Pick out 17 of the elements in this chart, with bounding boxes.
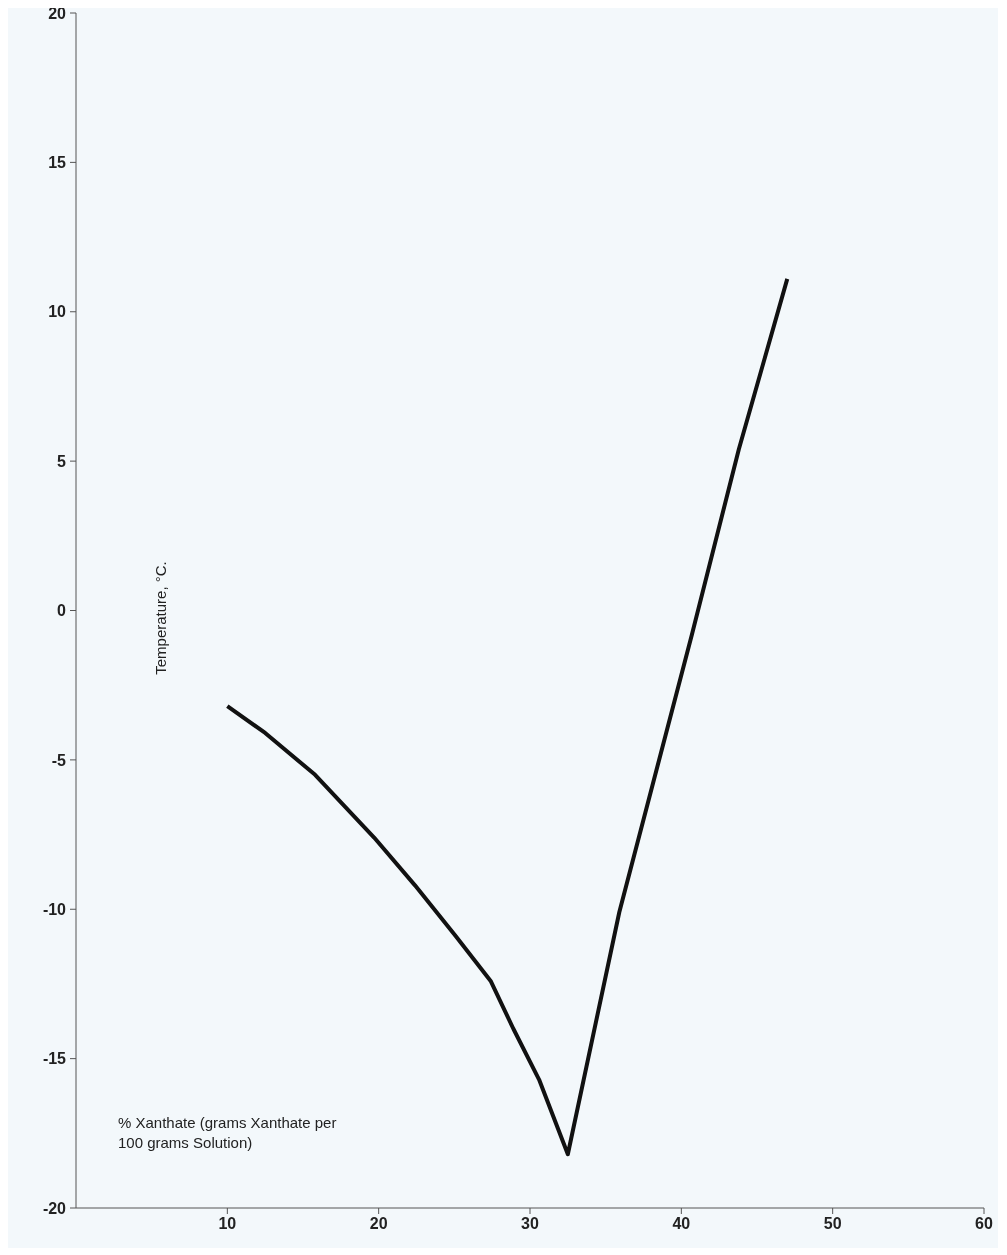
y-tick-label: 10 bbox=[48, 303, 67, 321]
y-tick-label: 15 bbox=[48, 154, 67, 172]
y-tick-label: -15 bbox=[42, 1050, 67, 1068]
x-tick-label: 20 bbox=[369, 1215, 388, 1233]
y-tick-label: 20 bbox=[48, 4, 67, 22]
y-tick-label: 5 bbox=[57, 452, 67, 470]
x-tick-label: 50 bbox=[823, 1215, 842, 1233]
x-axis-title: % Xanthate (grams Xanthate per 100 grams Solution) bbox=[118, 1113, 338, 1153]
y-tick-label: -20 bbox=[42, 1199, 67, 1217]
x-tick-label: 10 bbox=[218, 1215, 237, 1233]
y-tick-label: -5 bbox=[51, 751, 67, 769]
x-tick-label: 30 bbox=[521, 1215, 539, 1233]
y-axis-title: Temperature, °C. bbox=[151, 561, 169, 675]
y-tick-label: 0 bbox=[57, 602, 67, 620]
y-tick-label: -10 bbox=[42, 900, 67, 918]
x-tick-label: 40 bbox=[672, 1215, 691, 1233]
x-tick-label: 60 bbox=[975, 1215, 993, 1233]
